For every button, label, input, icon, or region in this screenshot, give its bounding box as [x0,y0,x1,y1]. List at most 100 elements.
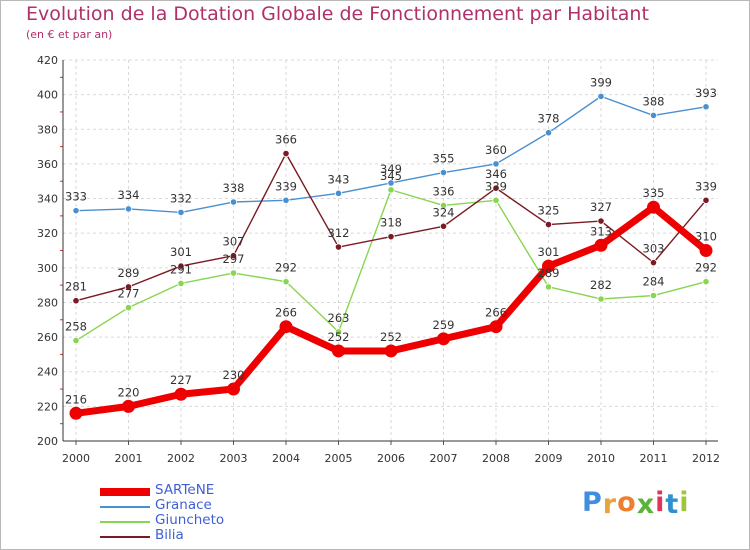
data-point-bilia [229,252,238,260]
data-point-sartene [122,399,135,413]
x-tick-label: 2002 [167,452,195,465]
data-point-sartene [279,320,293,334]
data-label-granace: 355 [433,152,455,166]
legend-label-granace: Granace [155,497,212,513]
data-point-granace [702,103,710,111]
data-label-bilia: 301 [170,245,192,259]
data-point-sartene [332,344,345,358]
data-label-granace: 399 [590,75,612,89]
data-point-bilia [387,233,395,241]
data-label-bilia: 303 [643,242,665,256]
x-tick-label: 2001 [115,452,143,465]
data-label-sartene: 301 [538,245,560,259]
logo-letter: r [602,489,618,520]
data-label-giuncheto: 336 [433,184,455,198]
data-point-granace [597,92,605,100]
data-point-bilia [72,297,80,305]
data-point-granace [387,179,395,187]
data-point-sartene [227,382,240,396]
data-point-granace [649,111,658,120]
legend-item-granace: Granace [100,497,300,514]
data-label-granace: 332 [170,191,192,205]
y-tick-label: 220 [37,400,58,413]
data-label-granace: 388 [643,94,665,108]
data-point-granace [439,168,448,177]
data-label-giuncheto: 291 [170,262,192,276]
data-point-giuncheto [387,186,395,194]
y-tick-label: 400 [37,89,58,102]
y-tick-label: 260 [37,331,58,344]
data-label-giuncheto: 345 [380,169,402,183]
data-label-granace: 334 [118,188,140,202]
data-label-sartene: 266 [485,306,507,320]
x-tick-label: 2000 [62,452,90,465]
x-tick-label: 2010 [587,452,615,465]
data-point-bilia [492,184,500,192]
data-label-bilia: 312 [328,226,350,240]
data-label-sartene: 266 [275,306,297,320]
data-point-giuncheto [544,283,553,291]
y-tick-label: 420 [37,54,58,67]
data-point-bilia [649,259,658,267]
data-point-granace [72,207,80,215]
data-point-giuncheto [334,328,343,336]
data-point-bilia [702,196,710,204]
x-tick-label: 2012 [692,452,720,465]
y-tick-label: 380 [37,123,58,136]
data-label-bilia: 366 [275,133,297,147]
x-tick-label: 2005 [325,452,353,465]
data-point-sartene [489,320,503,334]
data-label-granace: 393 [695,86,717,100]
data-label-sartene: 227 [170,373,192,387]
data-label-sartene: 310 [695,230,717,244]
legend-label-giuncheto: Giuncheto [155,512,225,528]
data-point-giuncheto [492,196,500,204]
data-label-bilia: 327 [590,200,612,214]
data-point-giuncheto [702,278,710,286]
data-label-sartene: 252 [380,330,402,344]
data-label-giuncheto: 292 [695,261,717,275]
legend-item-giuncheto: Giuncheto [100,512,300,529]
data-point-giuncheto [177,279,185,288]
chart-title: Evolution de la Dotation Globale de Fonc… [26,3,649,25]
data-point-sartene [594,238,608,252]
legend-swatch-granace [100,506,150,508]
data-point-sartene [437,332,450,346]
data-label-granace: 343 [328,172,350,186]
y-tick-label: 340 [37,193,58,206]
data-point-giuncheto [649,291,658,300]
data-label-giuncheto: 292 [275,261,297,275]
logo-letter: i [679,487,690,518]
data-label-giuncheto: 258 [65,320,87,334]
legend-item-sartene: SARTeNE [100,482,300,499]
data-point-sartene [647,200,660,214]
data-label-sartene: 230 [223,368,245,382]
legend-label-bilia: Bilia [155,527,184,543]
data-point-granace [492,160,500,168]
data-point-bilia [124,283,133,291]
data-label-bilia: 307 [223,235,245,249]
data-point-sartene [384,344,398,358]
data-point-granace [177,208,185,216]
x-tick-label: 2008 [482,452,510,465]
data-label-giuncheto: 282 [590,278,612,292]
y-tick-label: 280 [37,296,58,309]
data-label-sartene: 252 [328,330,350,344]
data-point-granace [229,198,238,206]
data-label-sartene: 259 [433,318,455,332]
data-point-granace [334,189,343,197]
x-tick-label: 2006 [377,452,405,465]
data-point-sartene [542,259,555,273]
data-point-bilia [597,217,605,225]
data-label-giuncheto: 284 [643,275,665,289]
data-label-granace: 349 [380,162,402,176]
x-tick-label: 2004 [272,452,300,465]
legend-label-sartene: SARTeNE [155,482,215,498]
data-label-sartene: 313 [590,224,612,238]
data-label-granace: 378 [538,112,560,126]
data-label-bilia: 289 [118,266,140,280]
line-chart: 200 220 240 260 280 300 320 340 360 380 400 420 2000… [37,54,720,465]
data-label-giuncheto: 277 [118,287,140,301]
data-label-bilia: 346 [485,167,507,181]
data-label-bilia: 318 [380,216,402,230]
